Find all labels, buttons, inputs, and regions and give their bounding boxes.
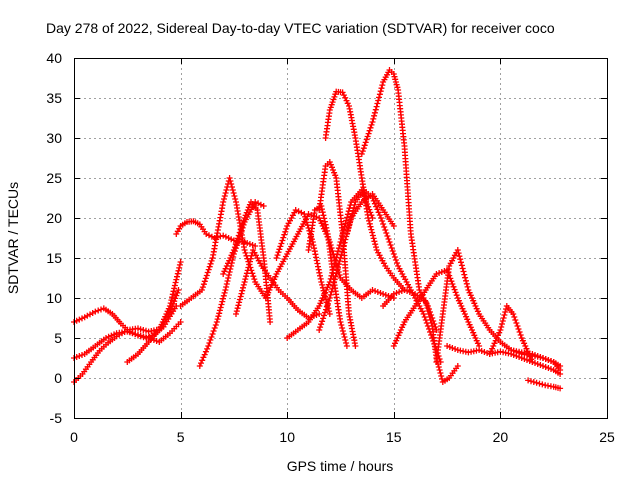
series-arc-25 — [525, 377, 564, 392]
y-tick-label: 0 — [54, 370, 62, 386]
series-arc-9 — [233, 247, 323, 321]
series-marks — [273, 207, 333, 317]
x-tick-label: 5 — [177, 429, 185, 445]
series-marks — [220, 199, 274, 325]
y-tick-label: 40 — [46, 50, 62, 66]
x-axis-label: GPS time / hours — [287, 458, 394, 474]
y-tick-label: 20 — [46, 210, 62, 226]
series-marks — [508, 347, 564, 373]
y-tick-label: 35 — [46, 90, 62, 106]
y-tick-label: 15 — [46, 250, 62, 266]
x-tick-label: 10 — [279, 429, 295, 445]
y-tick-label: 30 — [46, 130, 62, 146]
series-arc-4 — [124, 259, 184, 365]
series-marks — [196, 199, 267, 369]
series-arc-22 — [444, 343, 564, 377]
plot-frame — [74, 58, 608, 419]
series-marks — [525, 377, 564, 392]
y-tick-label: 10 — [46, 290, 62, 306]
series-marks — [177, 175, 269, 309]
series-marks — [322, 88, 408, 293]
chart-title: Day 278 of 2022, Sidereal Day-to-day VTE… — [46, 20, 555, 36]
x-tick-label: 0 — [70, 429, 78, 445]
series-arc-16 — [322, 88, 408, 293]
series-marks — [124, 259, 184, 365]
series-arc-11 — [273, 207, 333, 317]
series-arc-19 — [380, 287, 461, 385]
series-marks — [233, 247, 323, 321]
series-arc-8 — [220, 199, 274, 325]
y-tick-label: -5 — [50, 410, 63, 426]
y-tick-label: 5 — [54, 330, 62, 346]
series-arc-24 — [508, 347, 564, 373]
data-series — [71, 67, 564, 392]
x-tick-label: 20 — [493, 429, 509, 445]
y-axis-label: SDTVAR / TECUs — [5, 182, 21, 294]
series-marks — [444, 343, 564, 377]
axis-ticks: 0 5 10 15 20 25 -5 0 5 10 15 20 25 30 35 40 — [46, 50, 615, 445]
x-tick-label: 15 — [386, 429, 402, 445]
y-tick-label: 25 — [46, 170, 62, 186]
series-marks — [380, 287, 461, 385]
series-arc-7 — [196, 199, 267, 369]
series-arc-6 — [177, 175, 269, 309]
x-tick-label: 25 — [599, 429, 615, 445]
